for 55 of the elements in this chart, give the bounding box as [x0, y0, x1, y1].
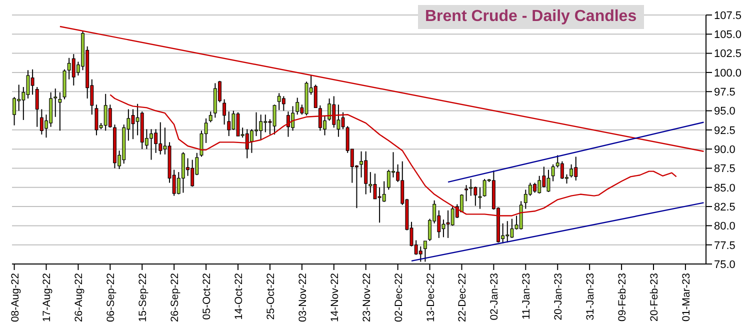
y-tick-label: 77.5: [714, 240, 736, 252]
x-tick-label: 01-Mar-23: [680, 272, 692, 322]
x-tick-label: 14-Oct-22: [233, 272, 246, 320]
x-tick-label: 17-Aug-22: [41, 272, 54, 322]
candlestick: [296, 97, 300, 116]
y-tick-label: 107.5: [714, 10, 742, 22]
y-tick-label: 87.5: [714, 163, 736, 176]
x-tick-label: 22-Dec-22: [456, 272, 469, 322]
candlestick: [423, 240, 427, 262]
y-tick-label: 90.0: [714, 144, 736, 156]
y-tick-label: 92.5: [714, 124, 736, 137]
candlestick: [464, 184, 468, 202]
x-tick-label: 02-Dec-22: [392, 272, 405, 322]
candlestick: [58, 92, 62, 132]
candlestick: [108, 104, 112, 128]
y-tick-label: 105.0: [714, 29, 742, 42]
x-tick-label: 02-Jan-23: [488, 272, 501, 320]
y-tick-label: 95.0: [714, 106, 736, 118]
x-tick-label: 06-Sep-22: [105, 272, 118, 322]
x-tick-label: 20-Jan-23: [552, 272, 565, 320]
x-tick-label: 25-Oct-22: [264, 272, 277, 320]
candlestick: [328, 98, 332, 122]
candlestick: [227, 111, 231, 137]
x-tick-label: 13-Dec-22: [424, 272, 437, 322]
candlestick: [519, 200, 523, 230]
y-tick-label: 75.0: [714, 258, 736, 271]
candlestick: [418, 246, 422, 262]
y-tick-label: 100.0: [714, 67, 742, 80]
y-tick-label: 102.5: [714, 48, 742, 60]
x-tick-label: 03-Nov-22: [296, 272, 309, 322]
y-tick-label: 82.5: [714, 201, 736, 214]
y-tick-label: 80.0: [714, 220, 736, 233]
candlestick: [570, 164, 574, 178]
x-tick-label: 26-Sep-22: [169, 272, 182, 322]
chart-title: Brent Crude - Daily Candles: [418, 5, 644, 29]
x-tick-label: 26-Aug-22: [73, 272, 86, 322]
x-tick-label: 09-Feb-23: [616, 272, 629, 322]
x-tick-label: 11-Jan-23: [520, 272, 533, 320]
x-tick-label: 31-Jan-23: [584, 272, 597, 320]
x-tick-label: 08-Aug-22: [9, 272, 22, 322]
y-tick-label: 85.0: [714, 182, 736, 194]
candlestick: [208, 111, 212, 123]
x-tick-label: 20-Feb-23: [648, 272, 660, 322]
candlestick: [35, 86, 39, 128]
candlestick: [551, 164, 555, 182]
y-tick-label: 97.5: [714, 86, 736, 99]
x-tick-label: 23-Nov-22: [360, 272, 373, 322]
candlestick: [314, 84, 318, 108]
candlestick: [282, 96, 286, 112]
candlestick: [469, 178, 473, 196]
x-tick-label: 15-Sep-22: [137, 272, 150, 322]
candlestick: [382, 180, 386, 202]
x-tick-label: 05-Oct-22: [201, 272, 214, 320]
x-tick-label: 14-Nov-22: [328, 272, 341, 322]
candlestick: [222, 98, 226, 126]
